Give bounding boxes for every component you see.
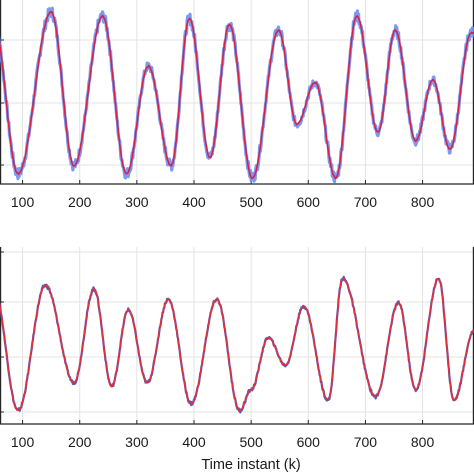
x-tick-label: 400 [182,194,206,210]
x-tick-label: 300 [125,194,149,210]
top-panel: 100 200 300 400 500 600 700 800 [0,0,474,210]
series-estimate-line [0,6,474,184]
x-tick-label: 200 [68,434,92,450]
x-tick-label: 700 [354,434,378,450]
x-axis-label: Time instant (k) [201,457,300,473]
bottom-panel: 100 200 300 400 500 600 700 800 [0,247,474,450]
x-tick-label: 500 [239,434,263,450]
x-tick-label: 100 [11,434,35,450]
x-tick-label: 600 [297,434,321,450]
series-estimate-line [0,275,474,414]
plot-area [0,275,474,414]
x-tick-label: 700 [354,194,378,210]
x-tick-label: 800 [411,434,435,450]
x-tick-label: 800 [411,194,435,210]
series-true-line [0,277,474,412]
x-tick-label: 400 [182,434,206,450]
series-true-line [0,11,474,180]
plot-area [0,6,474,184]
x-tick-label: 600 [297,194,321,210]
x-tick-label: 500 [239,194,263,210]
x-tick-label: 200 [68,194,92,210]
x-tick-label: 100 [11,194,35,210]
x-tick-label: 300 [125,434,149,450]
